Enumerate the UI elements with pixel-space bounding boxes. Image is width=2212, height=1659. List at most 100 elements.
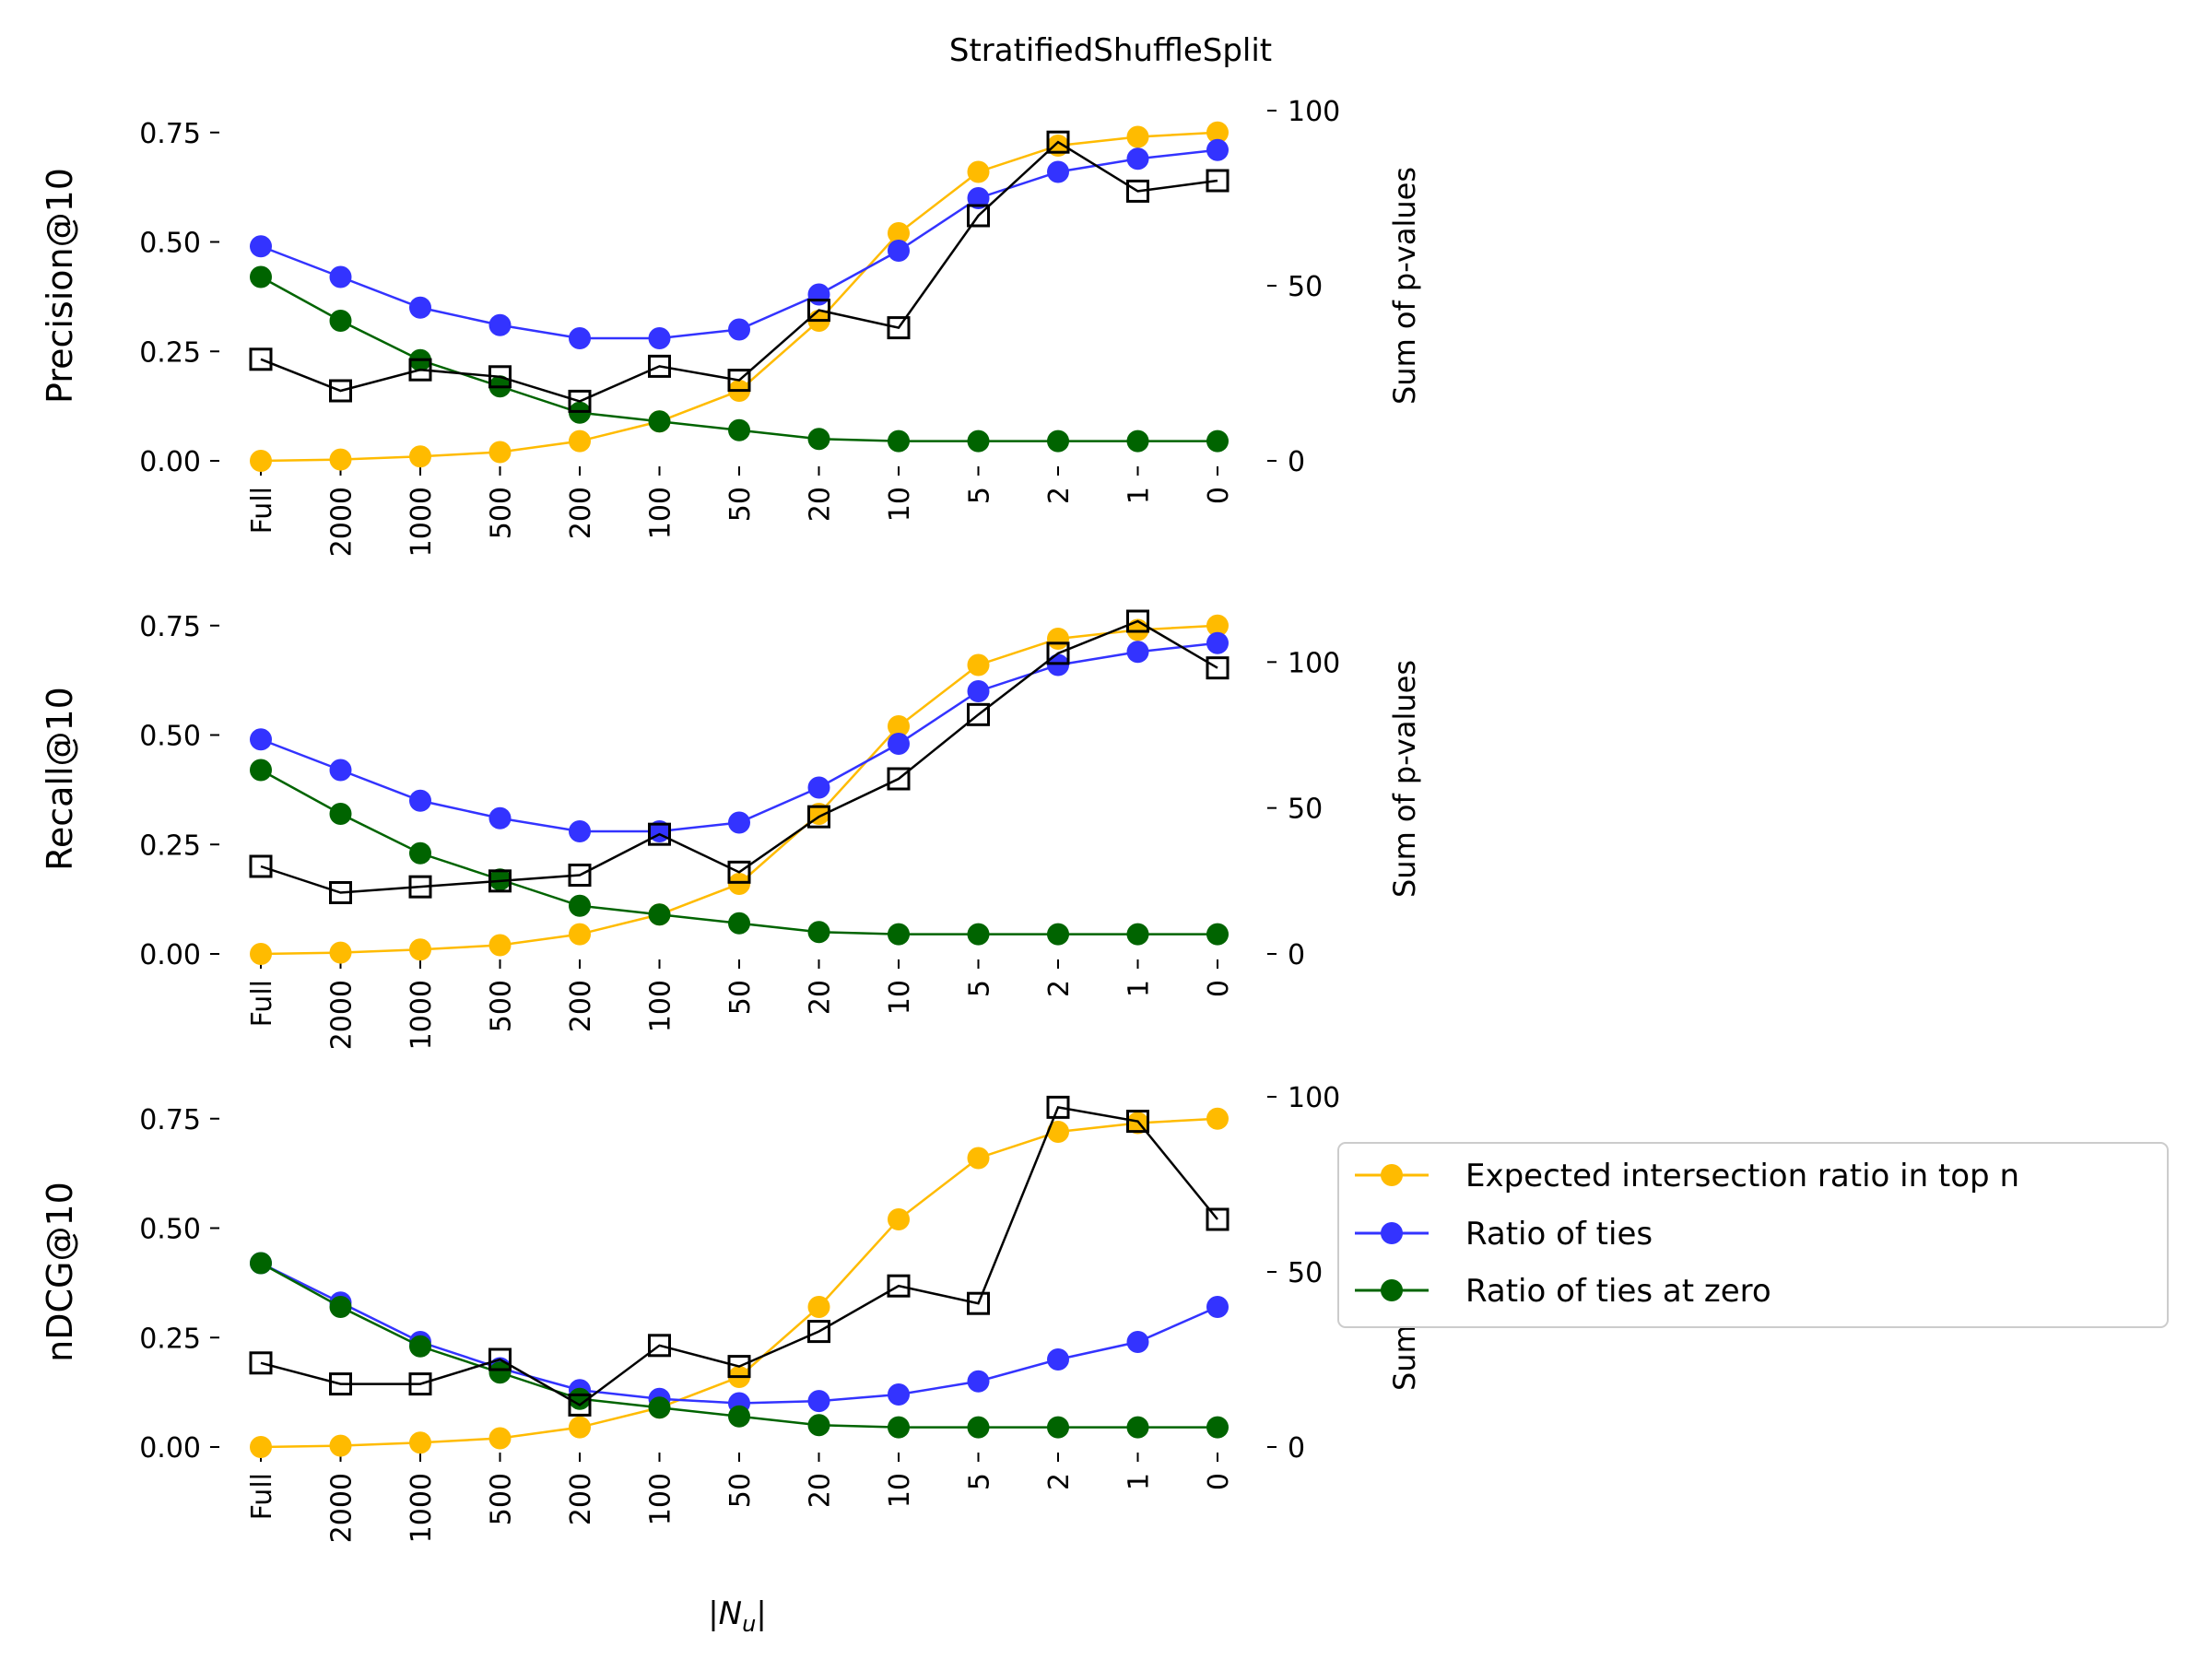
point-pvalues: [727, 860, 751, 884]
legend-item-expected: Expected intersection ratio in top n: [1355, 1158, 2019, 1194]
point-pvalues: [488, 869, 512, 893]
point-expected: [488, 441, 512, 464]
y-tick-label: 0.25: [139, 1323, 201, 1355]
point-ties: [1206, 138, 1229, 161]
point-ties-zero: [888, 923, 910, 946]
point-ties-zero: [648, 410, 671, 433]
point-pvalues: [887, 767, 911, 791]
series-line-pvalues: [260, 1105, 1218, 1406]
point-ties-zero: [569, 894, 591, 917]
point-ties-zero: [1047, 1416, 1069, 1439]
point-ties: [807, 283, 830, 306]
point-ties-zero: [329, 1296, 352, 1318]
point-ties-zero: [807, 1414, 830, 1437]
point-ties-zero: [250, 759, 272, 782]
x-tick-label: 10: [884, 487, 916, 522]
x-tick-label: 2000: [326, 487, 359, 557]
point-expected: [888, 222, 910, 244]
point-ties-zero: [648, 1396, 671, 1419]
point-pvalues: [408, 875, 432, 899]
point-ties-zero: [250, 265, 272, 288]
point-ties: [1047, 1348, 1069, 1371]
x-tick-label: Full: [246, 1473, 278, 1520]
x-tick-label: 1: [1124, 980, 1156, 997]
x-tick-label: 5: [964, 980, 996, 997]
y-tick-label: 0.25: [139, 336, 201, 369]
point-pvalues: [648, 1334, 671, 1358]
y-tick-label: 0.75: [139, 118, 201, 150]
y-tick-label: 0.00: [139, 939, 201, 971]
x-tick-label: 200: [565, 980, 597, 1032]
point-pvalues: [967, 1291, 990, 1315]
point-ties: [488, 313, 512, 336]
point-pvalues: [807, 1320, 830, 1344]
y-tick-label: 0.50: [139, 1214, 201, 1246]
point-expected: [1206, 614, 1229, 637]
x-tick-label: 500: [486, 1473, 518, 1525]
x-tick-label: 10: [884, 980, 916, 1015]
x-tick-label: 200: [565, 487, 597, 539]
point-ties-zero: [1206, 1416, 1229, 1439]
point-expected: [250, 450, 272, 472]
point-ties: [967, 187, 990, 209]
y-tick-label: 0.25: [139, 830, 201, 862]
point-pvalues: [329, 1372, 352, 1396]
x-tick-label: 1000: [406, 487, 438, 557]
y2-tick-label: 100: [1288, 1082, 1340, 1114]
point-ties-zero: [728, 418, 750, 441]
x-tick-label: 5: [964, 487, 996, 504]
y2-tick-label: 50: [1288, 794, 1323, 826]
point-ties-zero: [967, 429, 990, 453]
x-tick-label: Full: [246, 980, 278, 1027]
point-pvalues: [1126, 1110, 1149, 1134]
x-axis-label: |Nu|: [708, 1595, 767, 1637]
point-pvalues: [1126, 609, 1149, 633]
series-line-expected: [260, 624, 1218, 956]
point-ties: [409, 296, 431, 319]
series-line-ties: [260, 641, 1218, 833]
point-pvalues: [568, 864, 592, 887]
y-axis-label: Recall@10: [40, 687, 80, 871]
point-ties: [569, 327, 591, 349]
point-ties-zero: [807, 428, 830, 451]
point-ties-zero: [1126, 429, 1149, 453]
point-pvalues: [408, 358, 432, 382]
x-tick-label: 0: [1203, 980, 1235, 997]
point-expected: [250, 943, 272, 965]
legend-swatch-expected-marker: [1381, 1164, 1403, 1186]
point-pvalues: [727, 1355, 751, 1379]
series-line-expected: [260, 131, 1218, 463]
point-expected: [488, 1427, 512, 1450]
point-expected: [329, 1434, 352, 1457]
point-ties-zero: [888, 429, 910, 453]
point-ties: [409, 789, 431, 812]
point-ties-zero: [488, 868, 512, 891]
legend-frame: [1337, 1142, 2169, 1328]
point-expected: [1206, 1107, 1229, 1130]
point-ties-zero: [409, 1335, 431, 1358]
point-ties-zero: [409, 841, 431, 865]
point-ties: [1126, 641, 1149, 664]
point-pvalues: [1206, 656, 1230, 680]
point-ties: [250, 235, 272, 258]
legend-label-expected: Expected intersection ratio in top n: [1465, 1158, 2019, 1194]
x-tick-label: 2000: [326, 1473, 359, 1543]
point-pvalues: [967, 702, 990, 726]
point-ties-zero: [488, 1361, 512, 1384]
series-line-pvalues: [260, 619, 1218, 894]
x-tick-label: 100: [645, 487, 677, 539]
legend-label-ties-zero: Ratio of ties at zero: [1465, 1273, 1771, 1310]
x-tick-label: 2: [1043, 1473, 1076, 1490]
x-tick-label: 1: [1124, 487, 1156, 504]
legend-swatch-ties-zero-marker: [1381, 1279, 1403, 1301]
y2-axis-label: Sum of p-values: [1387, 660, 1422, 898]
point-expected: [409, 1431, 431, 1454]
point-ties-zero: [329, 310, 352, 332]
y-tick-label: 0.50: [139, 721, 201, 753]
point-expected: [1047, 1121, 1069, 1143]
point-expected: [569, 429, 591, 453]
x-tick-label: 2: [1043, 487, 1076, 504]
